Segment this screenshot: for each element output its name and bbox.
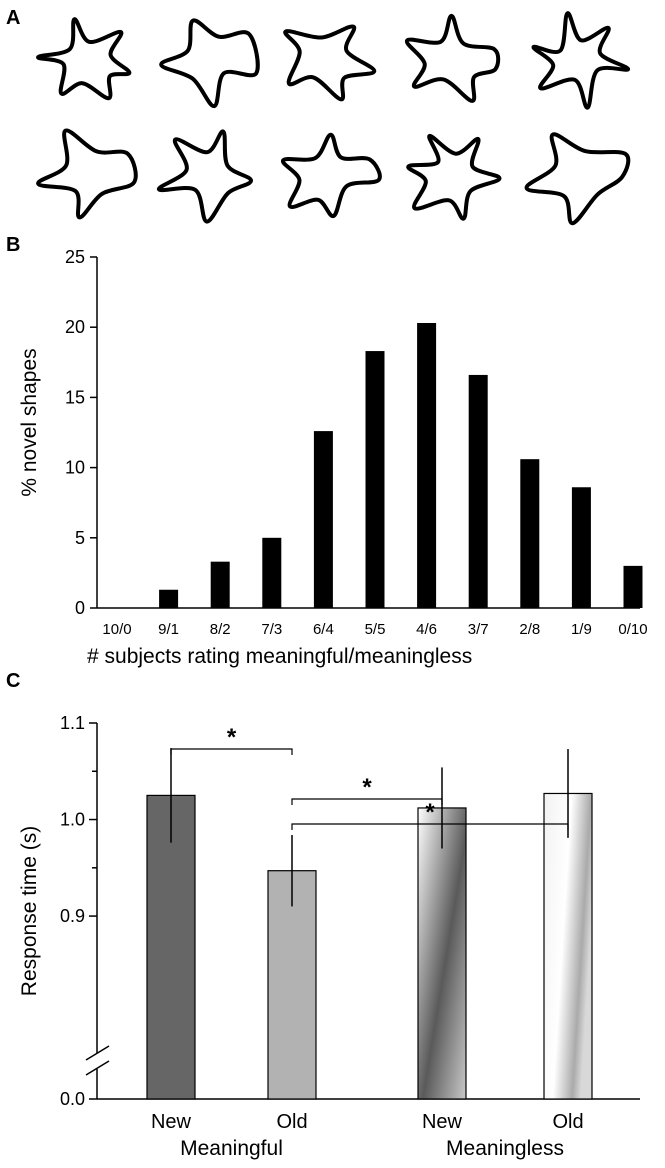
c-significance-star: * bbox=[362, 774, 372, 801]
c-y-tick-label: 0.9 bbox=[60, 906, 85, 926]
b-y-tick-label: 20 bbox=[65, 317, 85, 337]
panel-c-label: C bbox=[6, 670, 20, 692]
c-significance-bracket bbox=[170, 748, 293, 755]
c-bar bbox=[543, 792, 593, 1100]
c-significance-bracket bbox=[291, 798, 443, 805]
c-bar bbox=[417, 807, 467, 1100]
c-axis-break-upper bbox=[85, 1045, 110, 1061]
b-bar bbox=[571, 487, 591, 608]
b-bar bbox=[159, 589, 179, 608]
shape-10 bbox=[524, 132, 631, 226]
shape-2 bbox=[159, 18, 260, 109]
c-axis-break-lower bbox=[85, 1060, 110, 1076]
b-x-tick-label: 0/10 bbox=[618, 621, 647, 638]
c-significance-bracket bbox=[291, 823, 569, 830]
c-significance-star: * bbox=[425, 799, 435, 826]
c-y-tick-label: 1.1 bbox=[60, 713, 85, 733]
panel-b-label: B bbox=[6, 234, 20, 256]
b-bar bbox=[262, 537, 282, 608]
b-bar bbox=[468, 374, 488, 608]
c-x-tick-label: Old bbox=[276, 1111, 307, 1133]
c-bar bbox=[267, 870, 317, 1100]
shape-6 bbox=[36, 128, 138, 220]
c-group-label: Meaningful bbox=[180, 1137, 283, 1160]
c-y-tick-label-zero: 0.0 bbox=[60, 1089, 85, 1109]
shape-4 bbox=[405, 13, 501, 103]
c-y-axis-label: Response time (s) bbox=[18, 826, 41, 996]
shape-1 bbox=[36, 17, 132, 101]
shape-3 bbox=[283, 24, 377, 102]
b-x-axis-label: # subjects rating meaningful/meaningless bbox=[87, 645, 472, 668]
b-x-tick-label: 6/4 bbox=[313, 621, 334, 638]
c-x-tick-label: New bbox=[422, 1111, 463, 1133]
b-x-tick-label: 4/6 bbox=[416, 621, 437, 638]
c-group-label: Meaningless bbox=[446, 1137, 564, 1160]
b-bar bbox=[623, 565, 643, 608]
panel-a: A bbox=[6, 7, 631, 226]
b-x-tick-label: 10/0 bbox=[102, 621, 131, 638]
panel-c: C 0.9 1.0 1.1 0.0 New Old New Old Meaningful Mean… bbox=[6, 670, 640, 1160]
b-y-axis-label: % novel shapes bbox=[18, 348, 41, 496]
b-y-tick-label: 10 bbox=[65, 458, 85, 478]
b-x-tick-label: 5/5 bbox=[365, 621, 386, 638]
shape-8 bbox=[281, 132, 382, 218]
b-y-tick-label: 5 bbox=[75, 528, 85, 548]
c-significance-star: * bbox=[227, 724, 237, 751]
b-x-tick-label: 1/9 bbox=[571, 621, 592, 638]
b-bar bbox=[417, 322, 437, 608]
shape-5 bbox=[531, 11, 631, 110]
b-x-tick-label: 2/8 bbox=[519, 621, 540, 638]
c-x-tick-label: New bbox=[151, 1111, 192, 1133]
b-bar bbox=[210, 561, 230, 608]
b-x-tick-label: 8/2 bbox=[210, 621, 231, 638]
c-y-tick-label: 1.0 bbox=[60, 810, 85, 830]
shape-9 bbox=[406, 133, 502, 221]
b-y-tick-label: 15 bbox=[65, 387, 85, 407]
b-x-tick-label: 3/7 bbox=[468, 621, 489, 638]
novel-shapes-grid bbox=[36, 11, 631, 226]
b-y-tick-label: 25 bbox=[65, 247, 85, 267]
b-y-tick-label: 0 bbox=[75, 598, 85, 618]
panel-a-label: A bbox=[6, 7, 20, 29]
b-bar bbox=[365, 351, 385, 608]
b-x-tick-label: 9/1 bbox=[158, 621, 179, 638]
c-x-tick-label: Old bbox=[552, 1111, 583, 1133]
shape-7 bbox=[156, 129, 253, 224]
panel-b: B 0 5 10 15 20 25 10/0 9/1 8/2 7/3 6/4 5/5 4/6 3/7 2/8… bbox=[6, 234, 648, 668]
chart-b: 0 5 10 15 20 25 10/0 9/1 8/2 7/3 6/4 5/5 4/6 3/7 2/8 1/… bbox=[18, 247, 648, 668]
chart-c: 0.9 1.0 1.1 0.0 New Old New Old Meaningful Meanin… bbox=[18, 713, 640, 1160]
b-bar bbox=[520, 459, 540, 608]
b-bar bbox=[313, 431, 333, 608]
b-x-tick-label: 7/3 bbox=[261, 621, 282, 638]
